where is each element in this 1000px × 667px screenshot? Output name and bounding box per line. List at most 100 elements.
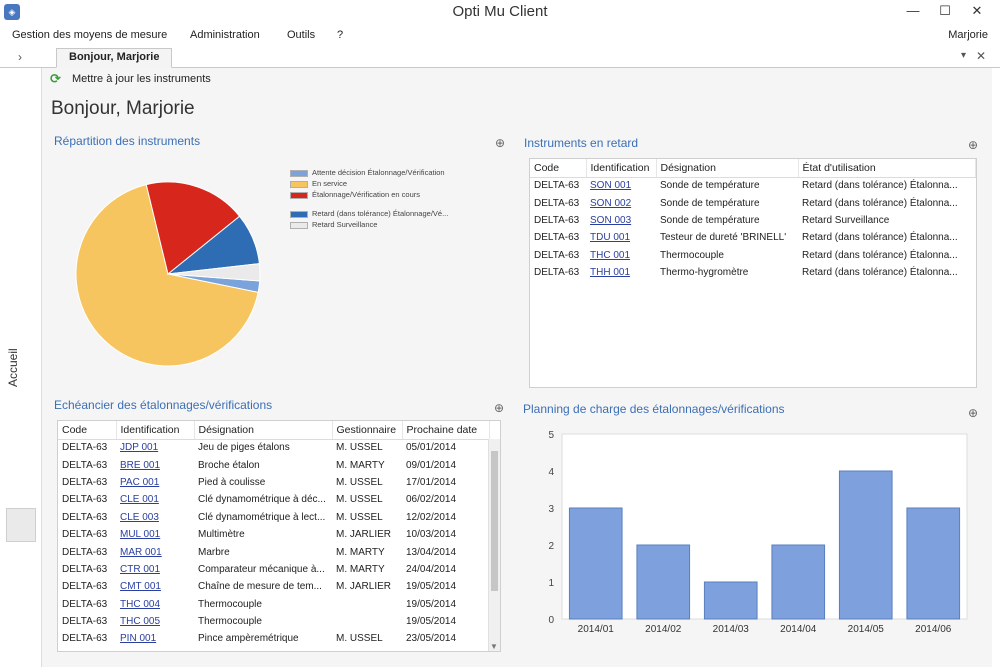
echeancier-col-header[interactable]: Prochaine date — [402, 421, 490, 440]
rail-tile[interactable] — [6, 508, 36, 542]
table-row[interactable]: DELTA-63 CMT 001 Chaîne de mesure de tem..… — [58, 578, 490, 595]
table-cell: DELTA-63 — [62, 511, 108, 523]
table-row[interactable]: DELTA-63 THC 004 Thermocouple 19/05/2014 — [58, 596, 490, 613]
x-tick-label: 2014/06 — [915, 624, 952, 635]
zoom-retard-icon[interactable]: ⊕ — [968, 138, 979, 152]
table-row[interactable]: DELTA-63 MAR 001 Marbre M. MARTY 13/04/2014 — [58, 543, 490, 560]
legend-swatch — [290, 211, 308, 218]
bar[interactable] — [906, 507, 961, 620]
table-row[interactable]: DELTA-63 THC 001 Thermocouple Retard (dans … — [530, 247, 976, 264]
retard-col-header[interactable]: État d'utilisation — [798, 159, 976, 178]
rail-accueil[interactable]: Accueil — [6, 348, 20, 388]
identification-link[interactable]: BRE 001 — [120, 459, 161, 471]
maximize-button[interactable]: ☐ — [939, 3, 951, 18]
zoom-planning-icon[interactable]: ⊕ — [968, 406, 979, 420]
table-row[interactable]: DELTA-63 SON 001 Sonde de température Retar… — [530, 177, 976, 194]
bar[interactable] — [838, 470, 893, 620]
echeancier-col-header[interactable]: Gestionnaire — [332, 421, 403, 440]
identification-link[interactable]: THH 001 — [590, 267, 631, 279]
table-row[interactable]: DELTA-63 THH 001 Thermo-hygromètre Retard (… — [530, 264, 976, 281]
retard-col-header[interactable]: Désignation — [656, 159, 799, 178]
tab-close-icon[interactable]: ✕ — [976, 49, 987, 63]
zoom-echeancier-icon[interactable]: ⊕ — [494, 401, 505, 415]
table-row[interactable]: DELTA-63 SON 003 Sonde de température Retar… — [530, 212, 976, 229]
identification-link[interactable]: THC 001 — [590, 249, 631, 261]
identification-link[interactable]: PIN 001 — [120, 633, 157, 645]
pie-slice[interactable] — [145, 181, 241, 275]
table-row[interactable]: DELTA-63 CTR 001 Comparateur mécanique à..… — [58, 561, 490, 578]
menu-gestion[interactable]: Gestion des moyens de mesure — [12, 29, 168, 41]
menu-outils[interactable]: Outils — [287, 29, 316, 41]
identification-link[interactable]: JDP 001 — [120, 442, 159, 454]
identification-link[interactable]: THC 005 — [120, 616, 161, 628]
table-cell: DELTA-63 — [62, 442, 108, 454]
identification-link[interactable]: MUL 001 — [120, 529, 161, 541]
identification-link[interactable]: CTR 001 — [120, 563, 161, 575]
retard-col-header[interactable]: Code — [530, 159, 587, 178]
y-tick-label: 0 — [548, 615, 554, 626]
retard-col-header[interactable]: Identification — [586, 159, 657, 178]
legend-swatch — [290, 192, 308, 199]
table-cell: 19/05/2014 — [406, 598, 457, 610]
y-tick-label: 3 — [548, 504, 554, 515]
app-logo-icon: ◈ — [4, 4, 20, 20]
table-row[interactable]: DELTA-63 PIN 001 Pince ampèremétrique M. US… — [58, 630, 490, 647]
tab-home[interactable]: Bonjour, Marjorie — [56, 48, 173, 68]
repartition-title: Répartition des instruments — [54, 134, 201, 148]
zoom-repartition-icon[interactable]: ⊕ — [495, 136, 506, 150]
table-row[interactable]: DELTA-63 CLE 001 Clé dynamométrique à déc.… — [58, 491, 490, 508]
user-menu[interactable]: Marjorie — [948, 29, 988, 41]
identification-link[interactable]: CMT 001 — [120, 581, 161, 593]
identification-link[interactable]: PAC 001 — [120, 476, 160, 488]
legend-label: Retard Surveillance — [312, 220, 378, 229]
expand-panel-chevron-icon[interactable]: › — [18, 50, 22, 64]
scroll-down-icon[interactable]: ▼ — [490, 642, 498, 651]
scroll-thumb[interactable] — [491, 451, 498, 591]
table-cell: M. MARTY — [336, 563, 385, 575]
pie-slice[interactable] — [75, 184, 259, 367]
bar[interactable] — [568, 507, 623, 620]
identification-link[interactable]: THC 004 — [120, 598, 161, 610]
table-row[interactable]: DELTA-63 JDP 001 Jeu de piges étalons M. US… — [58, 439, 490, 456]
pie-slice[interactable] — [167, 263, 261, 282]
table-row[interactable]: DELTA-63 BRE 001 Broche étalon M. MARTY 09/0… — [58, 456, 490, 473]
echeancier-scrollbar[interactable]: ▼ — [488, 439, 500, 651]
table-row[interactable]: DELTA-63 THC 005 Thermocouple 19/05/2014 — [58, 613, 490, 630]
table-row[interactable]: DELTA-63 MUL 001 Multimètre M. JARLIER 10/03… — [58, 526, 490, 543]
table-cell: Pied à coulisse — [198, 476, 266, 488]
table-row[interactable]: DELTA-63 TDU 001 Testeur de dureté 'BRINEL… — [530, 229, 976, 246]
bar[interactable] — [636, 544, 691, 620]
legend-item: En service — [290, 180, 520, 189]
table-cell: Retard (dans tolérance) Étalonna... — [802, 180, 958, 192]
table-cell: Clé dynamométrique à déc... — [198, 494, 326, 506]
table-row[interactable]: DELTA-63 SON 002 Sonde de température Retar… — [530, 194, 976, 211]
refresh-button[interactable]: Mettre à jour les instruments — [72, 73, 211, 85]
echeancier-col-header[interactable]: Identification — [116, 421, 195, 440]
dashboard: ⟳ Mettre à jour les instruments Bonjour,… — [42, 68, 992, 667]
refresh-icon[interactable]: ⟳ — [50, 71, 61, 86]
table-row[interactable]: DELTA-63 CLE 003 Clé dynamométrique à lect… — [58, 509, 490, 526]
bar[interactable] — [703, 581, 758, 620]
identification-link[interactable]: CLE 003 — [120, 511, 159, 523]
table-row[interactable]: DELTA-63 PAC 001 Pied à coulisse M. USSEL 17… — [58, 474, 490, 491]
tab-dropdown-icon[interactable]: ▾ — [961, 50, 967, 61]
menu-administration[interactable]: Administration — [190, 29, 260, 41]
identification-link[interactable]: SON 003 — [590, 214, 632, 226]
table-cell: 19/05/2014 — [406, 616, 457, 628]
table-cell: Retard (dans tolérance) Étalonna... — [802, 197, 958, 209]
identification-link[interactable]: TDU 001 — [590, 232, 631, 244]
tab-strip: › Bonjour, Marjorie ▾ ✕ — [0, 46, 1000, 68]
identification-link[interactable]: SON 001 — [590, 180, 632, 192]
echeancier-col-header[interactable]: Code — [58, 421, 117, 440]
identification-link[interactable]: CLE 001 — [120, 494, 159, 506]
identification-link[interactable]: MAR 001 — [120, 546, 162, 558]
menu-help[interactable]: ? — [337, 29, 344, 41]
echeancier-col-header[interactable]: Désignation — [194, 421, 333, 440]
x-tick-label: 2014/05 — [848, 624, 885, 635]
bar[interactable] — [771, 544, 826, 620]
minimize-button[interactable]: — — [906, 3, 920, 18]
identification-link[interactable]: SON 002 — [590, 197, 632, 209]
close-window-button[interactable]: ✕ — [971, 3, 983, 18]
table-cell: 24/04/2014 — [406, 563, 457, 575]
table-cell: 19/05/2014 — [406, 581, 457, 593]
